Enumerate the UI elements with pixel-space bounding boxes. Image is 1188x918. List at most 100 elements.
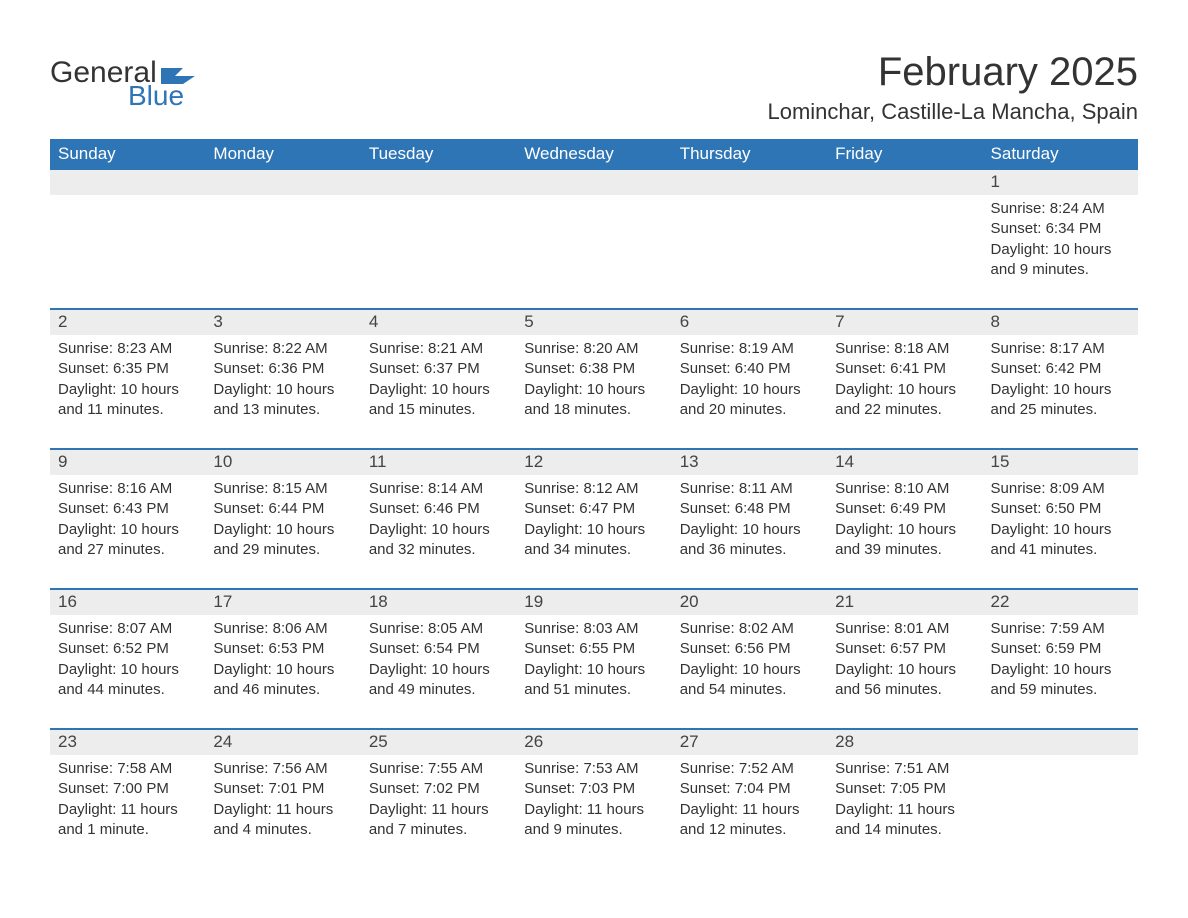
col-friday: Friday xyxy=(827,139,982,170)
day-number-cell: 17 xyxy=(205,589,360,615)
content-row: Sunrise: 8:16 AMSunset: 6:43 PMDaylight:… xyxy=(50,475,1138,589)
day-number: 7 xyxy=(835,312,844,331)
sunset-text: Sunset: 6:38 PM xyxy=(524,359,663,379)
day-number: 9 xyxy=(58,452,67,471)
sunset-text: Sunset: 7:05 PM xyxy=(835,779,974,799)
day-number-cell: 5 xyxy=(516,309,671,335)
day-number-cell: 8 xyxy=(983,309,1138,335)
daylight-text: Daylight: 10 hours and 36 minutes. xyxy=(680,520,819,561)
day-content-cell: Sunrise: 8:07 AMSunset: 6:52 PMDaylight:… xyxy=(50,615,205,729)
day-number-cell xyxy=(361,170,516,195)
day-number-cell: 20 xyxy=(672,589,827,615)
daylight-text: Daylight: 11 hours and 4 minutes. xyxy=(213,800,352,841)
daylight-text: Daylight: 10 hours and 54 minutes. xyxy=(680,660,819,701)
daylight-text: Daylight: 10 hours and 22 minutes. xyxy=(835,380,974,421)
title-block: February 2025 Lominchar, Castille-La Man… xyxy=(767,50,1138,133)
calendar-table: Sunday Monday Tuesday Wednesday Thursday… xyxy=(50,139,1138,850)
day-number: 19 xyxy=(524,592,543,611)
daylight-text: Daylight: 10 hours and 46 minutes. xyxy=(213,660,352,701)
day-number-cell: 16 xyxy=(50,589,205,615)
day-content-cell: Sunrise: 8:17 AMSunset: 6:42 PMDaylight:… xyxy=(983,335,1138,449)
daylight-text: Daylight: 10 hours and 13 minutes. xyxy=(213,380,352,421)
day-number: 25 xyxy=(369,732,388,751)
day-number-cell: 26 xyxy=(516,729,671,755)
sunset-text: Sunset: 6:49 PM xyxy=(835,499,974,519)
daylight-text: Daylight: 10 hours and 29 minutes. xyxy=(213,520,352,561)
sunset-text: Sunset: 6:52 PM xyxy=(58,639,197,659)
daylight-text: Daylight: 11 hours and 7 minutes. xyxy=(369,800,508,841)
day-number-cell: 1 xyxy=(983,170,1138,195)
sunrise-text: Sunrise: 7:59 AM xyxy=(991,619,1130,639)
day-number: 24 xyxy=(213,732,232,751)
day-number: 1 xyxy=(991,172,1000,191)
day-content-cell xyxy=(827,195,982,309)
content-row: Sunrise: 8:23 AMSunset: 6:35 PMDaylight:… xyxy=(50,335,1138,449)
day-number-cell: 18 xyxy=(361,589,516,615)
daylight-text: Daylight: 11 hours and 12 minutes. xyxy=(680,800,819,841)
sunset-text: Sunset: 6:55 PM xyxy=(524,639,663,659)
daylight-text: Daylight: 11 hours and 1 minute. xyxy=(58,800,197,841)
sunrise-text: Sunrise: 7:51 AM xyxy=(835,759,974,779)
day-number: 15 xyxy=(991,452,1010,471)
sunrise-text: Sunrise: 8:10 AM xyxy=(835,479,974,499)
day-number-cell: 10 xyxy=(205,449,360,475)
day-number-cell xyxy=(516,170,671,195)
daylight-text: Daylight: 10 hours and 41 minutes. xyxy=(991,520,1130,561)
day-content-cell: Sunrise: 7:58 AMSunset: 7:00 PMDaylight:… xyxy=(50,755,205,850)
daylight-text: Daylight: 11 hours and 9 minutes. xyxy=(524,800,663,841)
daylight-text: Daylight: 10 hours and 39 minutes. xyxy=(835,520,974,561)
sunrise-text: Sunrise: 8:11 AM xyxy=(680,479,819,499)
day-number: 26 xyxy=(524,732,543,751)
day-content-cell: Sunrise: 8:18 AMSunset: 6:41 PMDaylight:… xyxy=(827,335,982,449)
day-content-cell xyxy=(361,195,516,309)
daynum-row: 1 xyxy=(50,170,1138,195)
sunrise-text: Sunrise: 8:15 AM xyxy=(213,479,352,499)
day-content-cell: Sunrise: 8:15 AMSunset: 6:44 PMDaylight:… xyxy=(205,475,360,589)
daylight-text: Daylight: 10 hours and 51 minutes. xyxy=(524,660,663,701)
day-content-cell: Sunrise: 8:21 AMSunset: 6:37 PMDaylight:… xyxy=(361,335,516,449)
sunrise-text: Sunrise: 8:03 AM xyxy=(524,619,663,639)
sunset-text: Sunset: 7:00 PM xyxy=(58,779,197,799)
sunrise-text: Sunrise: 8:06 AM xyxy=(213,619,352,639)
day-number-cell: 19 xyxy=(516,589,671,615)
daylight-text: Daylight: 10 hours and 18 minutes. xyxy=(524,380,663,421)
daylight-text: Daylight: 10 hours and 11 minutes. xyxy=(58,380,197,421)
day-content-cell: Sunrise: 8:20 AMSunset: 6:38 PMDaylight:… xyxy=(516,335,671,449)
sunset-text: Sunset: 7:04 PM xyxy=(680,779,819,799)
day-content-cell xyxy=(205,195,360,309)
location-subtitle: Lominchar, Castille-La Mancha, Spain xyxy=(767,99,1138,125)
sunset-text: Sunset: 7:02 PM xyxy=(369,779,508,799)
day-number: 12 xyxy=(524,452,543,471)
day-number: 8 xyxy=(991,312,1000,331)
sunset-text: Sunset: 6:44 PM xyxy=(213,499,352,519)
day-number-cell: 2 xyxy=(50,309,205,335)
day-content-cell: Sunrise: 7:53 AMSunset: 7:03 PMDaylight:… xyxy=(516,755,671,850)
day-number-cell: 11 xyxy=(361,449,516,475)
sunset-text: Sunset: 6:41 PM xyxy=(835,359,974,379)
sunrise-text: Sunrise: 7:53 AM xyxy=(524,759,663,779)
day-content-cell: Sunrise: 7:52 AMSunset: 7:04 PMDaylight:… xyxy=(672,755,827,850)
day-content-cell: Sunrise: 7:55 AMSunset: 7:02 PMDaylight:… xyxy=(361,755,516,850)
day-content-cell: Sunrise: 7:51 AMSunset: 7:05 PMDaylight:… xyxy=(827,755,982,850)
col-monday: Monday xyxy=(205,139,360,170)
logo: General Blue xyxy=(50,50,195,110)
sunrise-text: Sunrise: 8:05 AM xyxy=(369,619,508,639)
day-content-cell: Sunrise: 8:02 AMSunset: 6:56 PMDaylight:… xyxy=(672,615,827,729)
sunrise-text: Sunrise: 8:12 AM xyxy=(524,479,663,499)
day-number: 18 xyxy=(369,592,388,611)
day-number: 16 xyxy=(58,592,77,611)
daylight-text: Daylight: 10 hours and 49 minutes. xyxy=(369,660,508,701)
daylight-text: Daylight: 10 hours and 32 minutes. xyxy=(369,520,508,561)
day-number: 11 xyxy=(369,452,387,471)
col-thursday: Thursday xyxy=(672,139,827,170)
sunrise-text: Sunrise: 8:21 AM xyxy=(369,339,508,359)
content-row: Sunrise: 8:07 AMSunset: 6:52 PMDaylight:… xyxy=(50,615,1138,729)
sunrise-text: Sunrise: 8:24 AM xyxy=(991,199,1130,219)
sunset-text: Sunset: 6:54 PM xyxy=(369,639,508,659)
content-row: Sunrise: 7:58 AMSunset: 7:00 PMDaylight:… xyxy=(50,755,1138,850)
day-content-cell: Sunrise: 8:01 AMSunset: 6:57 PMDaylight:… xyxy=(827,615,982,729)
daylight-text: Daylight: 10 hours and 34 minutes. xyxy=(524,520,663,561)
sunrise-text: Sunrise: 7:52 AM xyxy=(680,759,819,779)
day-content-cell: Sunrise: 7:56 AMSunset: 7:01 PMDaylight:… xyxy=(205,755,360,850)
day-content-cell xyxy=(983,755,1138,850)
